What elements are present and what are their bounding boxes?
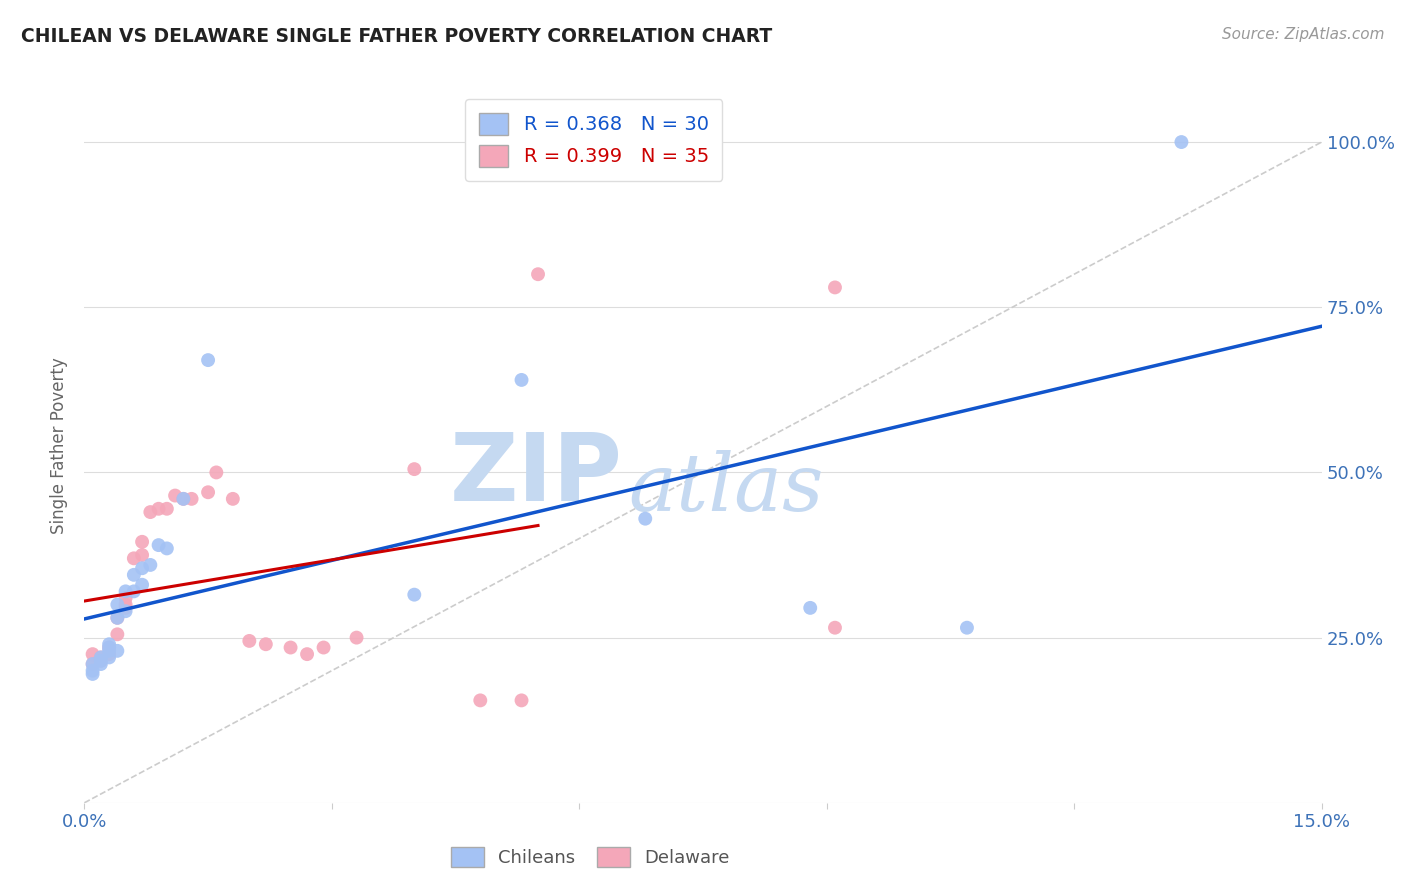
Point (197, 353, 219, 368)
Point (82, 657, 104, 671)
Point (172, 491, 194, 506)
Point (470, 693, 492, 707)
Point (82, 667, 104, 681)
Point (346, 631, 368, 645)
Point (105, 611, 128, 625)
Text: CHILEAN VS DELAWARE SINGLE FATHER POVERTY CORRELATION CHART: CHILEAN VS DELAWARE SINGLE FATHER POVERT… (21, 27, 772, 45)
Point (222, 491, 245, 506)
Point (90, 657, 112, 671)
Point (122, 567, 145, 582)
Point (131, 534, 153, 549)
Point (404, 588, 426, 602)
Point (82, 647, 104, 661)
Point (172, 491, 194, 506)
Point (312, 640, 335, 655)
Point (527, 267, 550, 281)
Text: Source: ZipAtlas.com: Source: ZipAtlas.com (1222, 27, 1385, 42)
Point (98, 647, 121, 661)
Point (105, 611, 128, 625)
Point (404, 462, 426, 476)
Point (148, 501, 170, 516)
Point (197, 485, 219, 500)
Point (238, 634, 260, 648)
Point (165, 489, 187, 503)
Point (98, 640, 121, 655)
Point (205, 466, 228, 480)
Point (90, 650, 112, 665)
Point (156, 541, 179, 556)
Point (131, 561, 153, 575)
Point (114, 604, 136, 618)
Point (139, 558, 162, 572)
Point (114, 584, 136, 599)
Point (98, 644, 121, 658)
Point (799, 600, 821, 615)
Point (105, 644, 128, 658)
Point (510, 373, 533, 387)
Legend: R = 0.368   N = 30, R = 0.399   N = 35: R = 0.368 N = 30, R = 0.399 N = 35 (465, 99, 723, 181)
Point (114, 598, 136, 612)
Point (280, 640, 302, 655)
Point (956, 621, 979, 635)
Point (114, 591, 136, 605)
Point (90, 654, 112, 668)
Point (98, 650, 121, 665)
Point (114, 600, 136, 615)
Point (824, 621, 846, 635)
Point (634, 511, 657, 525)
Point (295, 647, 318, 661)
Point (98, 640, 121, 655)
Point (156, 501, 179, 516)
Point (122, 584, 145, 599)
Point (510, 693, 533, 707)
Point (90, 650, 112, 665)
Legend: Chileans, Delaware: Chileans, Delaware (444, 839, 737, 874)
Point (122, 551, 145, 566)
Point (105, 598, 128, 612)
Point (131, 548, 153, 562)
Point (254, 637, 277, 651)
Point (824, 280, 846, 294)
Point (90, 654, 112, 668)
Point (82, 657, 104, 671)
Point (82, 664, 104, 678)
Text: ZIP: ZIP (450, 428, 623, 521)
Point (105, 627, 128, 641)
Point (180, 491, 202, 506)
Text: atlas: atlas (628, 450, 824, 527)
Point (148, 538, 170, 552)
Y-axis label: Single Father Poverty: Single Father Poverty (51, 358, 69, 534)
Point (98, 637, 121, 651)
Point (131, 578, 153, 592)
Point (139, 505, 162, 519)
Point (1170, 135, 1192, 149)
